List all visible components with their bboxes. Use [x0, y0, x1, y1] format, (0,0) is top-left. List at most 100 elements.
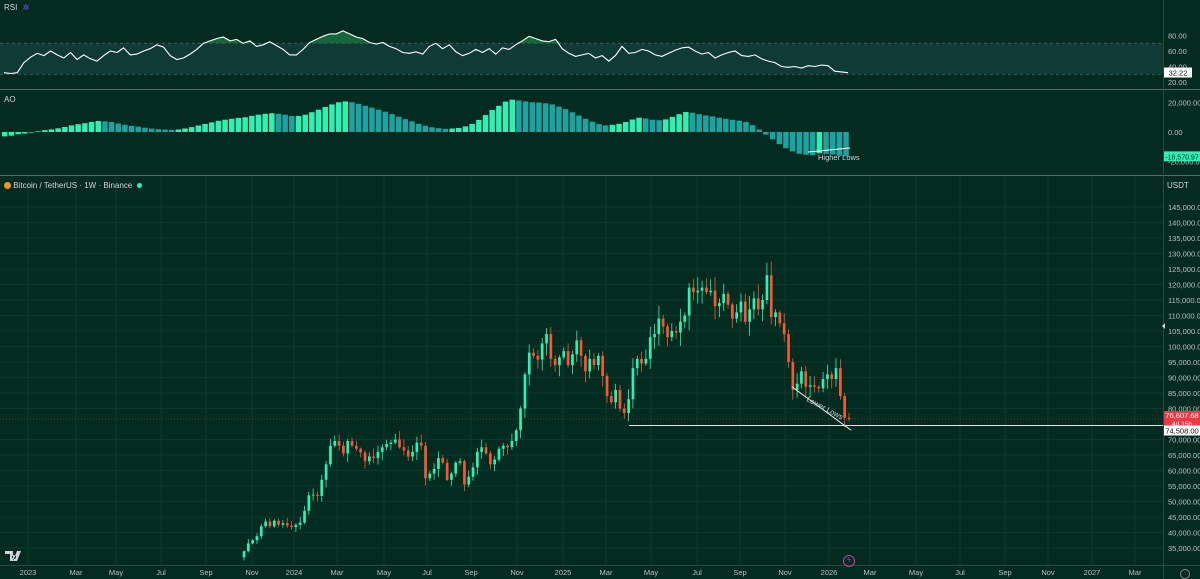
rsi-line: [3, 30, 849, 75]
ao-bar: [329, 104, 335, 132]
ao-bar: [763, 132, 769, 135]
price-axis-label: 70,000.00: [1168, 436, 1200, 445]
price-axis-label: 120,000.00: [1168, 281, 1200, 290]
rsi-title-text: RSI: [4, 3, 18, 12]
time-axis-label: May: [644, 568, 658, 577]
ao-title: AO: [4, 95, 16, 104]
currency-label[interactable]: USDT: [1167, 181, 1189, 190]
ao-bar: [789, 132, 796, 152]
candle-body: [817, 386, 821, 389]
price-axis-label: 100,000.00: [1168, 343, 1200, 352]
ao-bar: [402, 119, 409, 132]
candle-body: [333, 441, 337, 446]
ao-bar: [816, 132, 823, 154]
price-axis-label: 90,000.00: [1168, 374, 1200, 383]
candle-body: [277, 520, 280, 525]
ao-bar: [723, 118, 729, 132]
settings-icon[interactable]: [1180, 569, 1190, 579]
price-axis-label: 145,000.00: [1168, 203, 1200, 212]
candle-body: [428, 473, 432, 479]
ao-bar: [362, 105, 369, 132]
ao-bar: [62, 127, 68, 132]
ao-bar: [429, 127, 435, 132]
ao-bar: [589, 121, 596, 132]
rsi-axis-label: 80.00: [1168, 32, 1187, 41]
candle-body: [380, 447, 384, 452]
candle-body: [804, 371, 808, 387]
ao-bar: [496, 105, 502, 132]
ao-bar: [636, 117, 642, 132]
candle-body: [285, 523, 289, 526]
candle-body: [731, 304, 734, 319]
ao-bar: [28, 132, 35, 133]
ao-bar: [102, 121, 108, 132]
currency-text: USDT: [1167, 181, 1189, 190]
lightning-icon[interactable]: ϟ: [843, 555, 855, 567]
price-axis-label: 115,000.00: [1168, 296, 1200, 305]
ao-bar: [389, 114, 395, 132]
candle-body: [441, 458, 445, 463]
ao-bar: [115, 123, 121, 132]
ao-bar: [809, 132, 816, 156]
ao-bar: [215, 120, 222, 132]
candle-body: [683, 315, 687, 322]
candle-body: [445, 462, 449, 480]
candle-body: [480, 447, 483, 452]
candle-body: [350, 441, 354, 446]
candle-body: [653, 334, 656, 338]
ao-bar: [229, 118, 235, 132]
candle-body: [769, 275, 773, 318]
price-axis-label: 135,000.00: [1168, 234, 1200, 243]
candle-body: [657, 318, 661, 335]
ao-bar: [469, 123, 475, 132]
ao-bar: [55, 128, 61, 132]
ao-bar: [195, 125, 202, 132]
ao-bar: [422, 125, 429, 132]
candle-body: [635, 358, 639, 369]
ao-bar: [95, 121, 101, 132]
gear-icon[interactable]: ✲: [22, 3, 30, 12]
ao-bar: [369, 107, 375, 132]
ao-bar: [709, 116, 716, 132]
ao-bar: [456, 128, 462, 132]
candle-body: [398, 439, 401, 448]
candle-body: [290, 525, 293, 527]
candle-body: [437, 458, 440, 469]
candle-body: [372, 456, 375, 459]
symbol-title[interactable]: Bitcoin / TetherUS · 1W · Binance: [4, 181, 143, 190]
axis-layer: 2023 Mar May Jul Sep Nov 2024 Mar May Jul Sep Nov 20…: [20, 32, 1200, 577]
time-axis-label: Mar: [331, 568, 344, 577]
time-axis-label: Nov: [778, 568, 792, 577]
time-axis-label: Jul: [692, 568, 702, 577]
price-axis-label: 45,000.00: [1168, 513, 1200, 522]
candle-body: [368, 456, 371, 462]
candle-body: [834, 368, 838, 379]
candle-body: [696, 290, 700, 293]
ao-bar: [108, 122, 115, 132]
candle-body: [670, 331, 674, 338]
bar-countdown: 4d 15h: [1172, 421, 1192, 428]
ao-bar: [355, 103, 362, 132]
ao-bar: [836, 132, 843, 156]
candle-body: [450, 473, 453, 480]
ao-bar: [35, 131, 41, 132]
last-price-value: 76,607.68: [1165, 411, 1198, 420]
time-axis-label: Mar: [70, 568, 83, 577]
candle-body: [726, 293, 730, 305]
ao-bar: [242, 117, 248, 132]
candle-body: [566, 351, 570, 366]
last-price-badge: [1164, 411, 1200, 428]
price-axis-label: 110,000.00: [1168, 312, 1200, 321]
candle-body: [631, 368, 635, 400]
candle-body: [739, 301, 743, 313]
candle-body: [839, 368, 842, 397]
tradingview-logo-icon: [5, 549, 27, 563]
candle-body: [342, 445, 345, 454]
ao-bar: [756, 129, 762, 132]
ao-bar: [322, 107, 328, 132]
ao-bar: [803, 132, 809, 155]
candle-body: [532, 352, 535, 356]
support-badge: [1164, 425, 1200, 436]
